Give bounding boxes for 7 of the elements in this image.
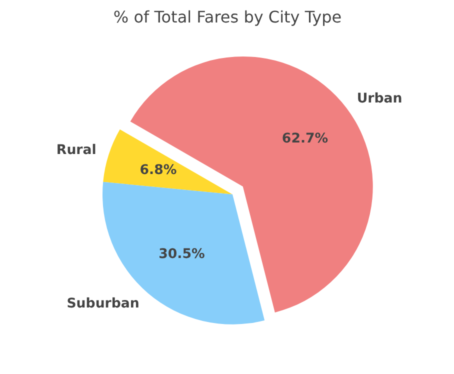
chart-title: % of Total Fares by City Type: [113, 8, 342, 26]
data-label: 62.7%: [282, 131, 328, 146]
slice-label: Suburban: [66, 296, 140, 312]
data-label: 30.5%: [158, 246, 205, 262]
data-label: 6.8%: [140, 162, 177, 178]
slice-label: Urban: [356, 92, 402, 107]
slice-label: Rural: [56, 142, 96, 158]
